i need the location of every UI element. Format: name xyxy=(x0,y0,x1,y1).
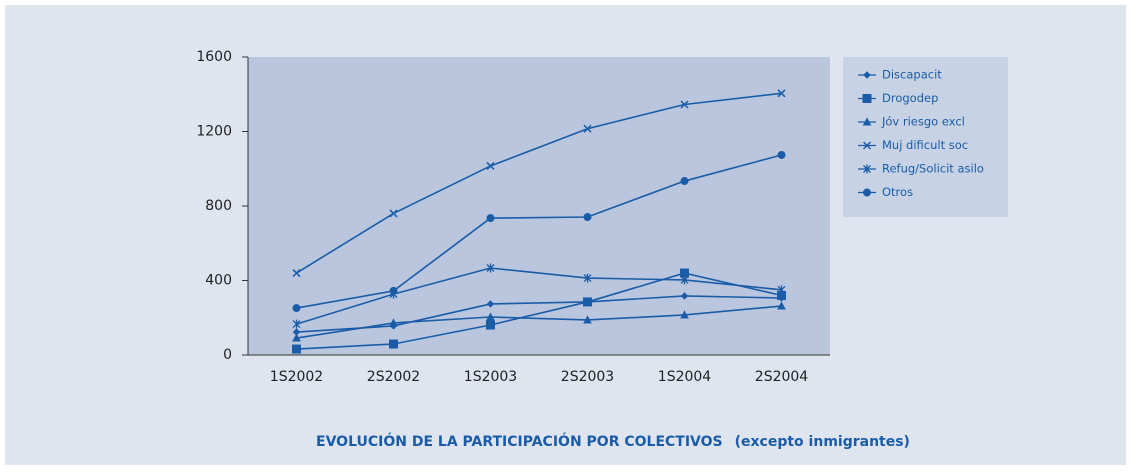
subtitle-text: (excepto inmigrantes) xyxy=(735,434,910,450)
chart-title: EVOLUCIÓN DE LA PARTICIPACIÓN POR COLECT… xyxy=(316,432,910,450)
y-tick-label: 1600 xyxy=(196,49,232,65)
marker xyxy=(864,189,871,196)
marker xyxy=(584,213,591,220)
x-tick-label: 1S2002 xyxy=(270,369,323,385)
legend-label: Jóv riesgo excl xyxy=(881,115,965,129)
x-tick-label: 1S2004 xyxy=(658,369,712,385)
y-tick-label: 400 xyxy=(205,273,232,289)
marker xyxy=(681,178,688,185)
marker xyxy=(487,215,494,222)
legend-label: Otros xyxy=(882,185,913,199)
marker xyxy=(778,151,785,158)
marker xyxy=(863,95,871,103)
marker xyxy=(390,340,398,348)
legend-label: Discapacit xyxy=(882,68,942,82)
marker xyxy=(293,305,300,312)
legend-label: Muj dificult soc xyxy=(882,138,968,152)
x-tick-label: 2S2004 xyxy=(755,369,809,385)
legend-label: Drogodep xyxy=(882,91,938,105)
title-text: EVOLUCIÓN DE LA PARTICIPACIÓN POR COLECT… xyxy=(316,432,723,450)
y-tick-label: 800 xyxy=(205,198,232,214)
marker xyxy=(390,287,397,294)
x-tick-label: 2S2003 xyxy=(561,369,614,385)
y-tick-label: 1200 xyxy=(196,124,232,140)
legend-label: Refug/Solicit asilo xyxy=(882,162,984,176)
marker xyxy=(487,321,495,329)
x-tick-label: 1S2003 xyxy=(464,369,517,385)
chart: EVOLUCIÓN DE LA PARTICIPACIÓN POR COLECT… xyxy=(0,0,1131,470)
marker xyxy=(584,298,592,306)
y-tick-label: 0 xyxy=(223,347,232,363)
marker xyxy=(293,345,301,353)
x-tick-label: 2S2002 xyxy=(367,369,420,385)
